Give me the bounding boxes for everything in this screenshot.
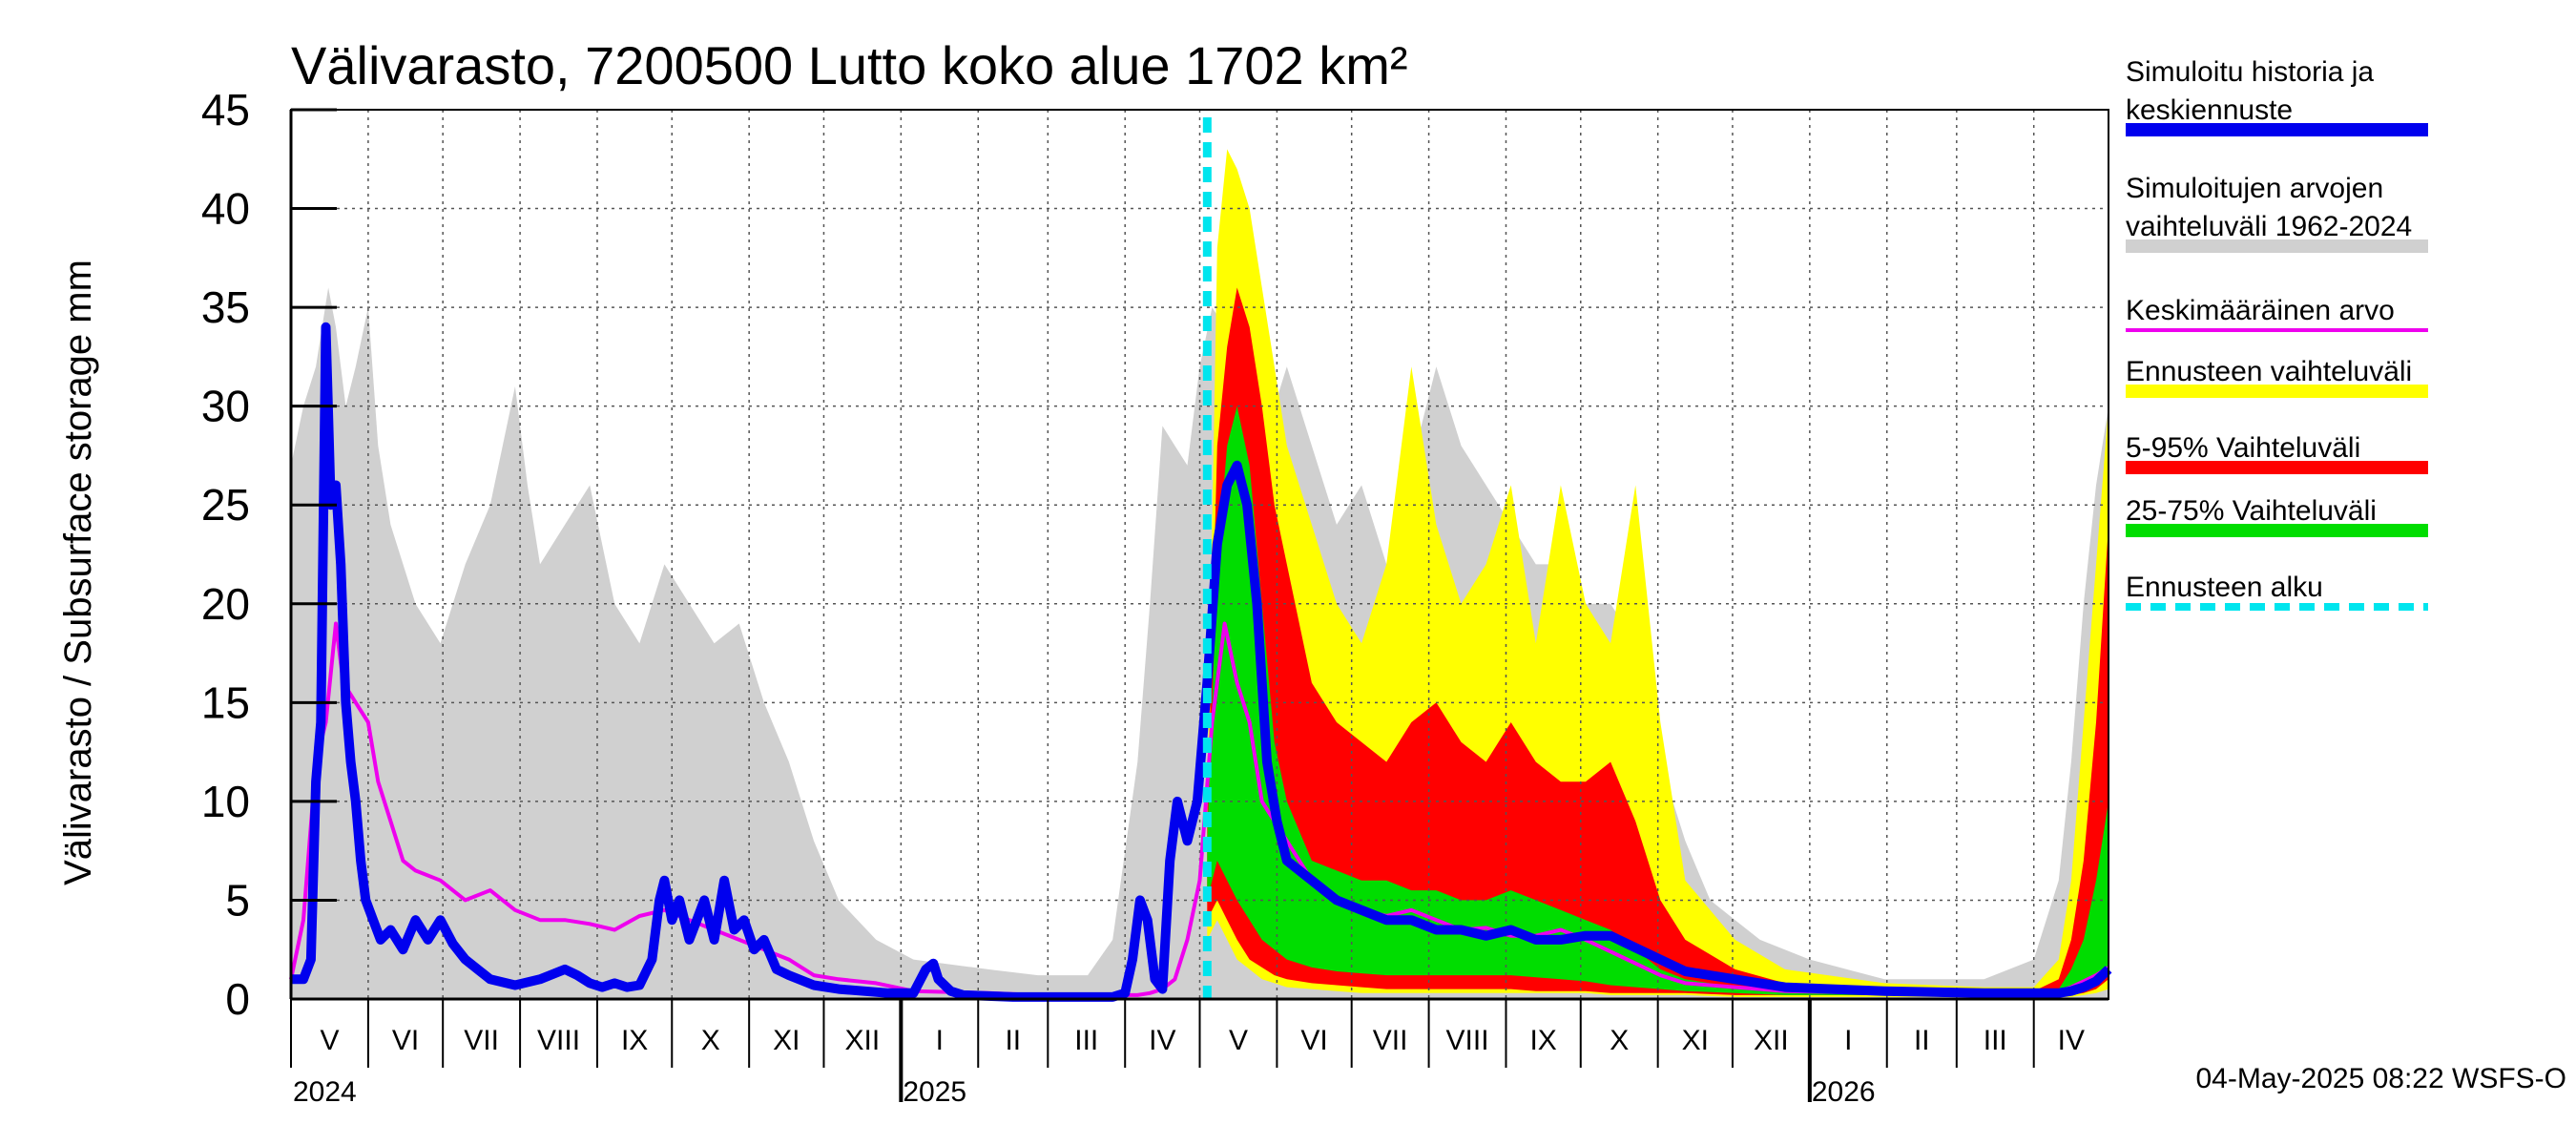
month-label-1: VI bbox=[392, 1025, 419, 1056]
legend-label-0-1: keskiennuste bbox=[2126, 94, 2293, 126]
plot-lines bbox=[289, 117, 2112, 1002]
range-5-95-band bbox=[1207, 287, 2109, 995]
y-tick-label-3: 15 bbox=[201, 677, 250, 727]
legend-label-2-0: Keskimääräinen arvo bbox=[2126, 295, 2395, 326]
month-label-11: IV bbox=[1149, 1025, 1175, 1056]
y-tick-label-2: 10 bbox=[201, 777, 250, 826]
legend-label-5-0: 25-75% Vaihteluväli bbox=[2126, 495, 2377, 527]
month-label-5: X bbox=[701, 1025, 720, 1056]
month-label-7: XII bbox=[845, 1025, 881, 1056]
y-tick-label-7: 35 bbox=[201, 282, 250, 332]
year-label-1: 2025 bbox=[903, 1076, 966, 1108]
median-line bbox=[291, 322, 2112, 1002]
legend-label-6-0: Ennusteen alku bbox=[2126, 572, 2323, 603]
legend: Simuloitu historia ja keskiennuste Simuloi… bbox=[2126, 56, 2428, 611]
y-tick-label-4: 20 bbox=[201, 579, 250, 629]
month-label-20: I bbox=[1844, 1025, 1852, 1056]
month-label-18: XI bbox=[1682, 1025, 1709, 1056]
year-label-0: 2024 bbox=[293, 1076, 357, 1108]
chart-title: Välivarasto, 7200500 Lutto koko alue 170… bbox=[291, 35, 1408, 95]
y-tick-label-5: 25 bbox=[201, 480, 250, 530]
month-label-14: VII bbox=[1373, 1025, 1408, 1056]
month-label-16: IX bbox=[1529, 1025, 1556, 1056]
month-label-21: II bbox=[1914, 1025, 1930, 1056]
month-label-15: VIII bbox=[1446, 1025, 1489, 1056]
legend-label-4-0: 5-95% Vaihteluväli bbox=[2126, 432, 2360, 464]
range-25-75-band bbox=[1207, 406, 2109, 995]
month-label-19: XII bbox=[1754, 1025, 1789, 1056]
month-label-12: V bbox=[1229, 1025, 1248, 1056]
month-label-6: XI bbox=[773, 1025, 800, 1056]
legend-label-1-0: Simuloitujen arvojen bbox=[2126, 173, 2383, 204]
month-label-0: V bbox=[320, 1025, 339, 1056]
y-tick-label-0: 0 bbox=[225, 974, 250, 1024]
y-axis-label: Välivarasto / Subsurface storage mm bbox=[57, 260, 99, 885]
y-tick-label-9: 45 bbox=[201, 85, 250, 135]
month-label-13: VI bbox=[1300, 1025, 1327, 1056]
year-label-2: 2026 bbox=[1812, 1076, 1876, 1108]
month-label-17: X bbox=[1610, 1025, 1629, 1056]
plot-area bbox=[291, 149, 2109, 999]
footer-timestamp: 04-May-2025 08:22 WSFS-O bbox=[2196, 1063, 2567, 1094]
legend-label-1-1: vaihteluväli 1962-2024 bbox=[2126, 211, 2412, 242]
month-label-4: IX bbox=[621, 1025, 648, 1056]
month-label-9: II bbox=[1005, 1025, 1021, 1056]
month-label-8: I bbox=[936, 1025, 944, 1056]
y-tick-label-1: 5 bbox=[225, 875, 250, 925]
month-label-3: VIII bbox=[537, 1025, 580, 1056]
month-label-2: VII bbox=[464, 1025, 499, 1056]
month-label-23: IV bbox=[2058, 1025, 2085, 1056]
y-tick-label-8: 40 bbox=[201, 184, 250, 234]
legend-label-0-0: Simuloitu historia ja bbox=[2126, 56, 2374, 88]
grid-lines bbox=[291, 109, 2109, 999]
month-label-10: III bbox=[1074, 1025, 1098, 1056]
legend-label-3-0: Ennusteen vaihteluväli bbox=[2126, 356, 2412, 387]
average-line bbox=[289, 621, 2110, 997]
y-tick-label-6: 30 bbox=[201, 382, 250, 431]
month-label-22: III bbox=[1984, 1025, 2007, 1056]
